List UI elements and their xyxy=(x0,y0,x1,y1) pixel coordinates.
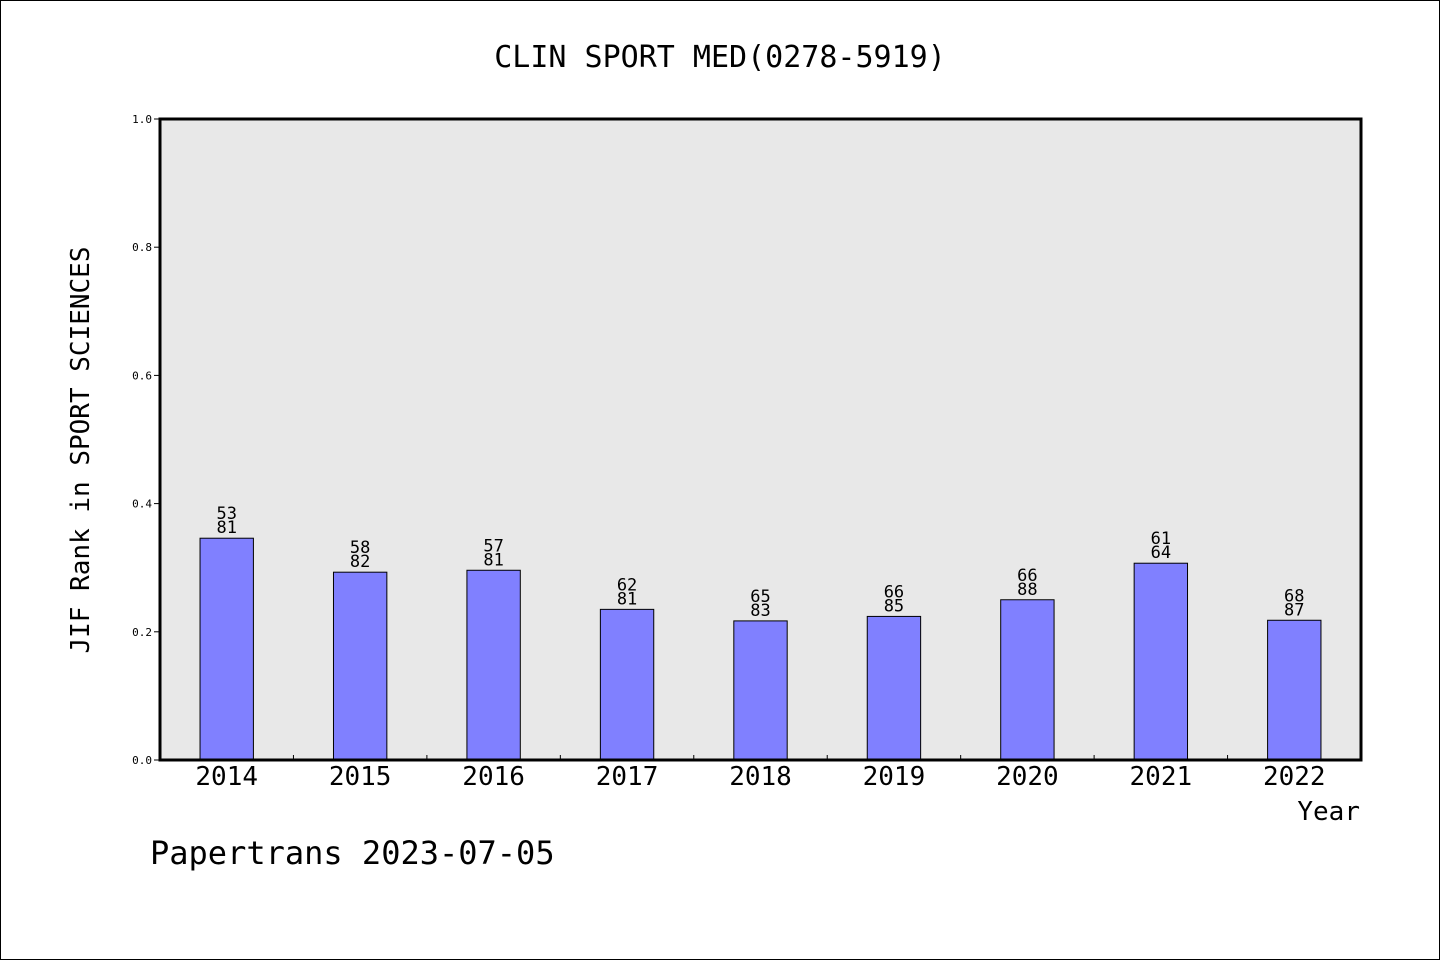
y-tick-label: 0.4 xyxy=(132,498,152,511)
bar-label-total: 81 xyxy=(617,589,637,609)
bar-label-total: 83 xyxy=(750,601,770,621)
bar-label-rank: 66 xyxy=(1017,566,1037,586)
y-tick-label: 0.8 xyxy=(132,241,152,254)
bar-label-total: 81 xyxy=(483,550,503,570)
bar-2017 xyxy=(599,608,655,761)
y-axis: 0.0 0.2 0.4 0.6 0.8 1.0 xyxy=(132,113,160,767)
bar-label-total: 88 xyxy=(1017,580,1037,600)
x-tick-label: 2021 xyxy=(1130,762,1193,792)
x-tick-label: 2022 xyxy=(1263,762,1326,792)
x-tick-label: 2016 xyxy=(462,762,525,792)
bar-label-rank: 61 xyxy=(1151,529,1171,549)
bar-label-rank: 62 xyxy=(617,575,637,595)
bar-label-total: 81 xyxy=(216,518,236,538)
x-axis-label: Year xyxy=(1297,797,1360,827)
bar-2020 xyxy=(1000,599,1055,761)
bar-label-rank: 66 xyxy=(884,582,904,602)
bar-2015 xyxy=(332,571,388,761)
x-tick-label: 2015 xyxy=(329,762,392,792)
x-tick-label: 2019 xyxy=(863,762,926,792)
bar-label-total: 87 xyxy=(1284,600,1304,620)
y-tick-label: 0.2 xyxy=(132,626,152,639)
bar-2018 xyxy=(733,620,788,761)
bar-label-rank: 58 xyxy=(350,538,370,558)
x-tick-label: 2017 xyxy=(596,762,659,792)
bar-2014 xyxy=(199,537,254,761)
y-axis-label: JIF Rank in SPORT SCIENCES xyxy=(66,247,96,654)
bar-label-total: 85 xyxy=(884,596,904,616)
x-tick-label: 2018 xyxy=(729,762,792,792)
y-tick-label: 1.0 xyxy=(132,113,152,126)
bar-2022 xyxy=(1267,619,1322,761)
chart-title: CLIN SPORT MED(0278-5919) xyxy=(494,40,946,75)
bar-2016 xyxy=(466,569,521,761)
x-axis: 2014 2015 2016 2017 2018 2019 2020 2021 2022 xyxy=(195,755,1326,792)
bar-label-total: 82 xyxy=(350,552,370,572)
plot-border xyxy=(158,117,1363,762)
bar-label-rank: 65 xyxy=(750,587,770,607)
bar-2019 xyxy=(866,615,922,761)
footer-credit: Papertrans 2023-07-05 xyxy=(150,834,555,872)
bar-label-rank: 68 xyxy=(1284,586,1304,606)
y-tick-label: 0.6 xyxy=(132,369,152,382)
y-tick-label: 0.0 xyxy=(132,754,152,767)
bar-label-total: 64 xyxy=(1151,543,1171,563)
bar-label-rank: 57 xyxy=(483,536,503,556)
x-tick-label: 2014 xyxy=(195,762,258,792)
x-tick-label: 2020 xyxy=(996,762,1059,792)
bar-2021 xyxy=(1133,562,1189,761)
bar-label-rank: 53 xyxy=(216,504,236,524)
